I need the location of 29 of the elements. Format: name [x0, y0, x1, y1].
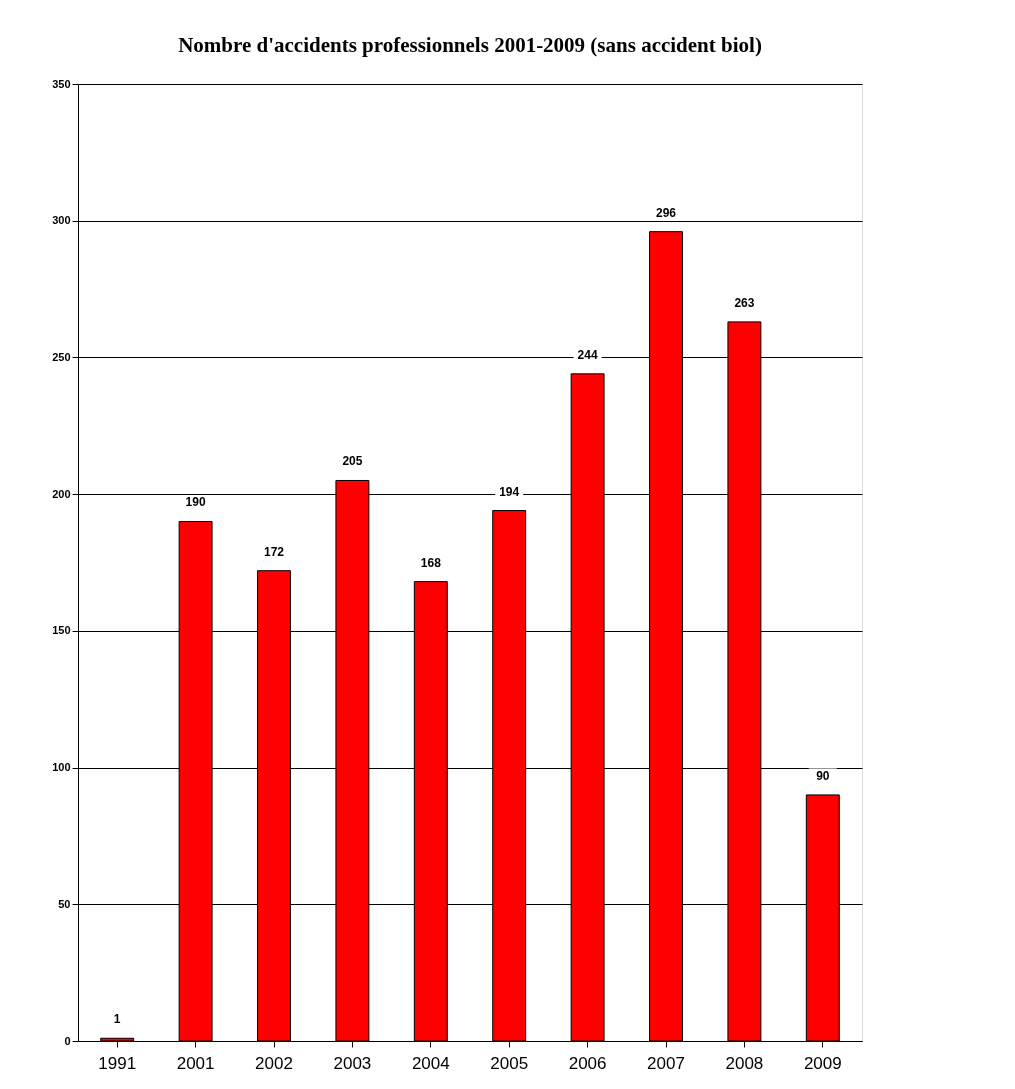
data-label: 296 — [655, 205, 677, 220]
y-tick-label: 100 — [52, 761, 71, 774]
y-tick-label: 0 — [64, 1034, 71, 1047]
x-tick-label: 2005 — [490, 1053, 529, 1073]
chart-title: Nombre d'accidents professionnels 2001-2009 (sans accident biol) — [178, 33, 762, 57]
x-tick-label: 2003 — [333, 1053, 372, 1073]
data-label: 190 — [185, 495, 206, 510]
y-tick-label: 250 — [52, 350, 71, 363]
data-label: 172 — [263, 544, 285, 559]
y-tick-label: 350 — [52, 77, 71, 90]
data-label: 1 — [113, 1012, 121, 1027]
y-tick-label: 50 — [58, 897, 71, 910]
x-tick-label: 2002 — [255, 1053, 293, 1073]
y-tick-label: 300 — [52, 214, 71, 227]
data-label: 90 — [816, 768, 830, 783]
x-tick-label: 2007 — [647, 1053, 685, 1073]
data-label: 263 — [734, 295, 755, 310]
data-label: 194 — [499, 484, 520, 499]
data-label: 168 — [420, 555, 442, 570]
x-tick-label: 2008 — [725, 1053, 764, 1073]
x-tick-label: 2001 — [176, 1053, 215, 1073]
y-tick-label: 150 — [52, 624, 71, 637]
x-tick-label: 2006 — [568, 1053, 607, 1073]
x-tick-label: 2009 — [803, 1053, 842, 1073]
x-tick-label: 1991 — [98, 1053, 137, 1073]
data-label: 205 — [342, 454, 363, 469]
y-tick-label: 200 — [52, 487, 71, 500]
data-label: 244 — [577, 347, 598, 362]
x-tick-label: 2004 — [411, 1053, 450, 1073]
